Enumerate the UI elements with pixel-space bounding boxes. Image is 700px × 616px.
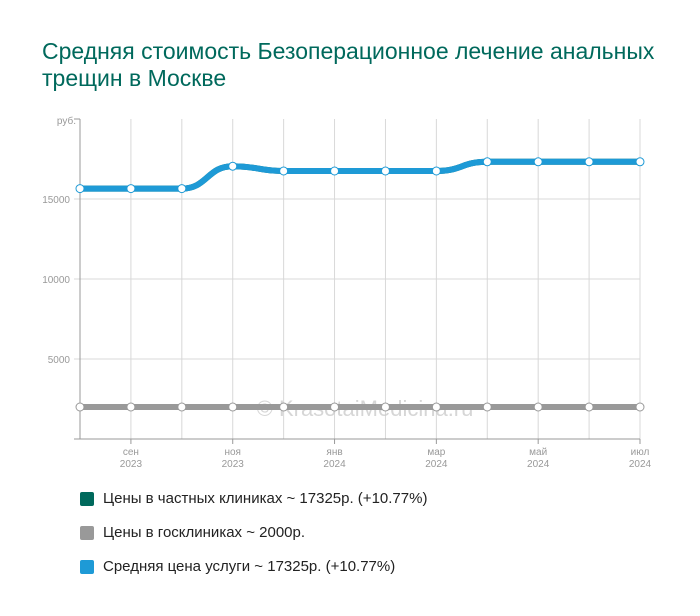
- x-tick-month: май: [529, 447, 547, 458]
- legend-swatch: [80, 559, 94, 574]
- data-point: [380, 166, 390, 176]
- chart-title: Средняя стоимость Безоперационное лечени…: [42, 38, 655, 91]
- data-point: [279, 402, 289, 412]
- series-line: [77, 158, 643, 192]
- series-line: [77, 158, 643, 192]
- data-point: [126, 402, 136, 412]
- line-chart: 50001000015000руб.сен2023ноя2023янв2024м…: [42, 115, 652, 470]
- x-tick-year: 2024: [629, 459, 652, 470]
- data-point: [279, 166, 289, 176]
- x-tick-month: ноя: [224, 447, 241, 458]
- data-point: [330, 166, 340, 176]
- y-tick-label: 10000: [42, 275, 70, 286]
- x-tick-year: 2024: [323, 459, 346, 470]
- legend-item[interactable]: Средняя цена услуги ~ 17325р. (+10.77%): [80, 558, 395, 575]
- data-point: [228, 161, 238, 171]
- data-point: [584, 402, 594, 412]
- y-axis-label: руб.: [57, 115, 76, 127]
- data-point: [380, 402, 390, 412]
- legend-swatch: [80, 491, 94, 506]
- data-point: [533, 402, 543, 412]
- data-point: [584, 157, 594, 167]
- legend-item[interactable]: Цены в госклиниках ~ 2000р.: [80, 524, 305, 541]
- data-point: [228, 402, 238, 412]
- data-point: [635, 157, 645, 167]
- x-tick-year: 2024: [527, 459, 550, 470]
- x-tick-month: сен: [123, 447, 139, 458]
- legend-label: Средняя цена услуги ~ 17325р. (+10.77%): [103, 558, 396, 575]
- x-tick-year: 2023: [120, 459, 143, 470]
- data-point: [177, 402, 187, 412]
- legend-label: Цены в частных клиниках ~ 17325р. (+10.7…: [103, 490, 428, 507]
- x-tick-year: 2024: [425, 459, 448, 470]
- data-point: [330, 402, 340, 412]
- legend-label: Цены в госклиниках ~ 2000р.: [103, 524, 306, 541]
- y-tick-label: 15000: [42, 195, 70, 206]
- legend-item[interactable]: Цены в частных клиниках ~ 17325р. (+10.7…: [80, 490, 427, 507]
- data-point: [431, 166, 441, 176]
- data-point: [482, 402, 492, 412]
- data-point: [533, 157, 543, 167]
- data-point: [75, 184, 85, 194]
- x-tick-year: 2023: [222, 459, 245, 470]
- y-tick-label: 5000: [48, 355, 71, 366]
- x-tick-month: июл: [631, 447, 650, 458]
- x-tick-month: мар: [427, 447, 445, 458]
- data-point: [635, 402, 645, 412]
- legend-swatch: [80, 525, 94, 540]
- data-point: [75, 402, 85, 412]
- x-tick-month: янв: [326, 447, 342, 458]
- data-point: [431, 402, 441, 412]
- data-point: [482, 157, 492, 167]
- data-point: [126, 184, 136, 194]
- data-point: [177, 184, 187, 194]
